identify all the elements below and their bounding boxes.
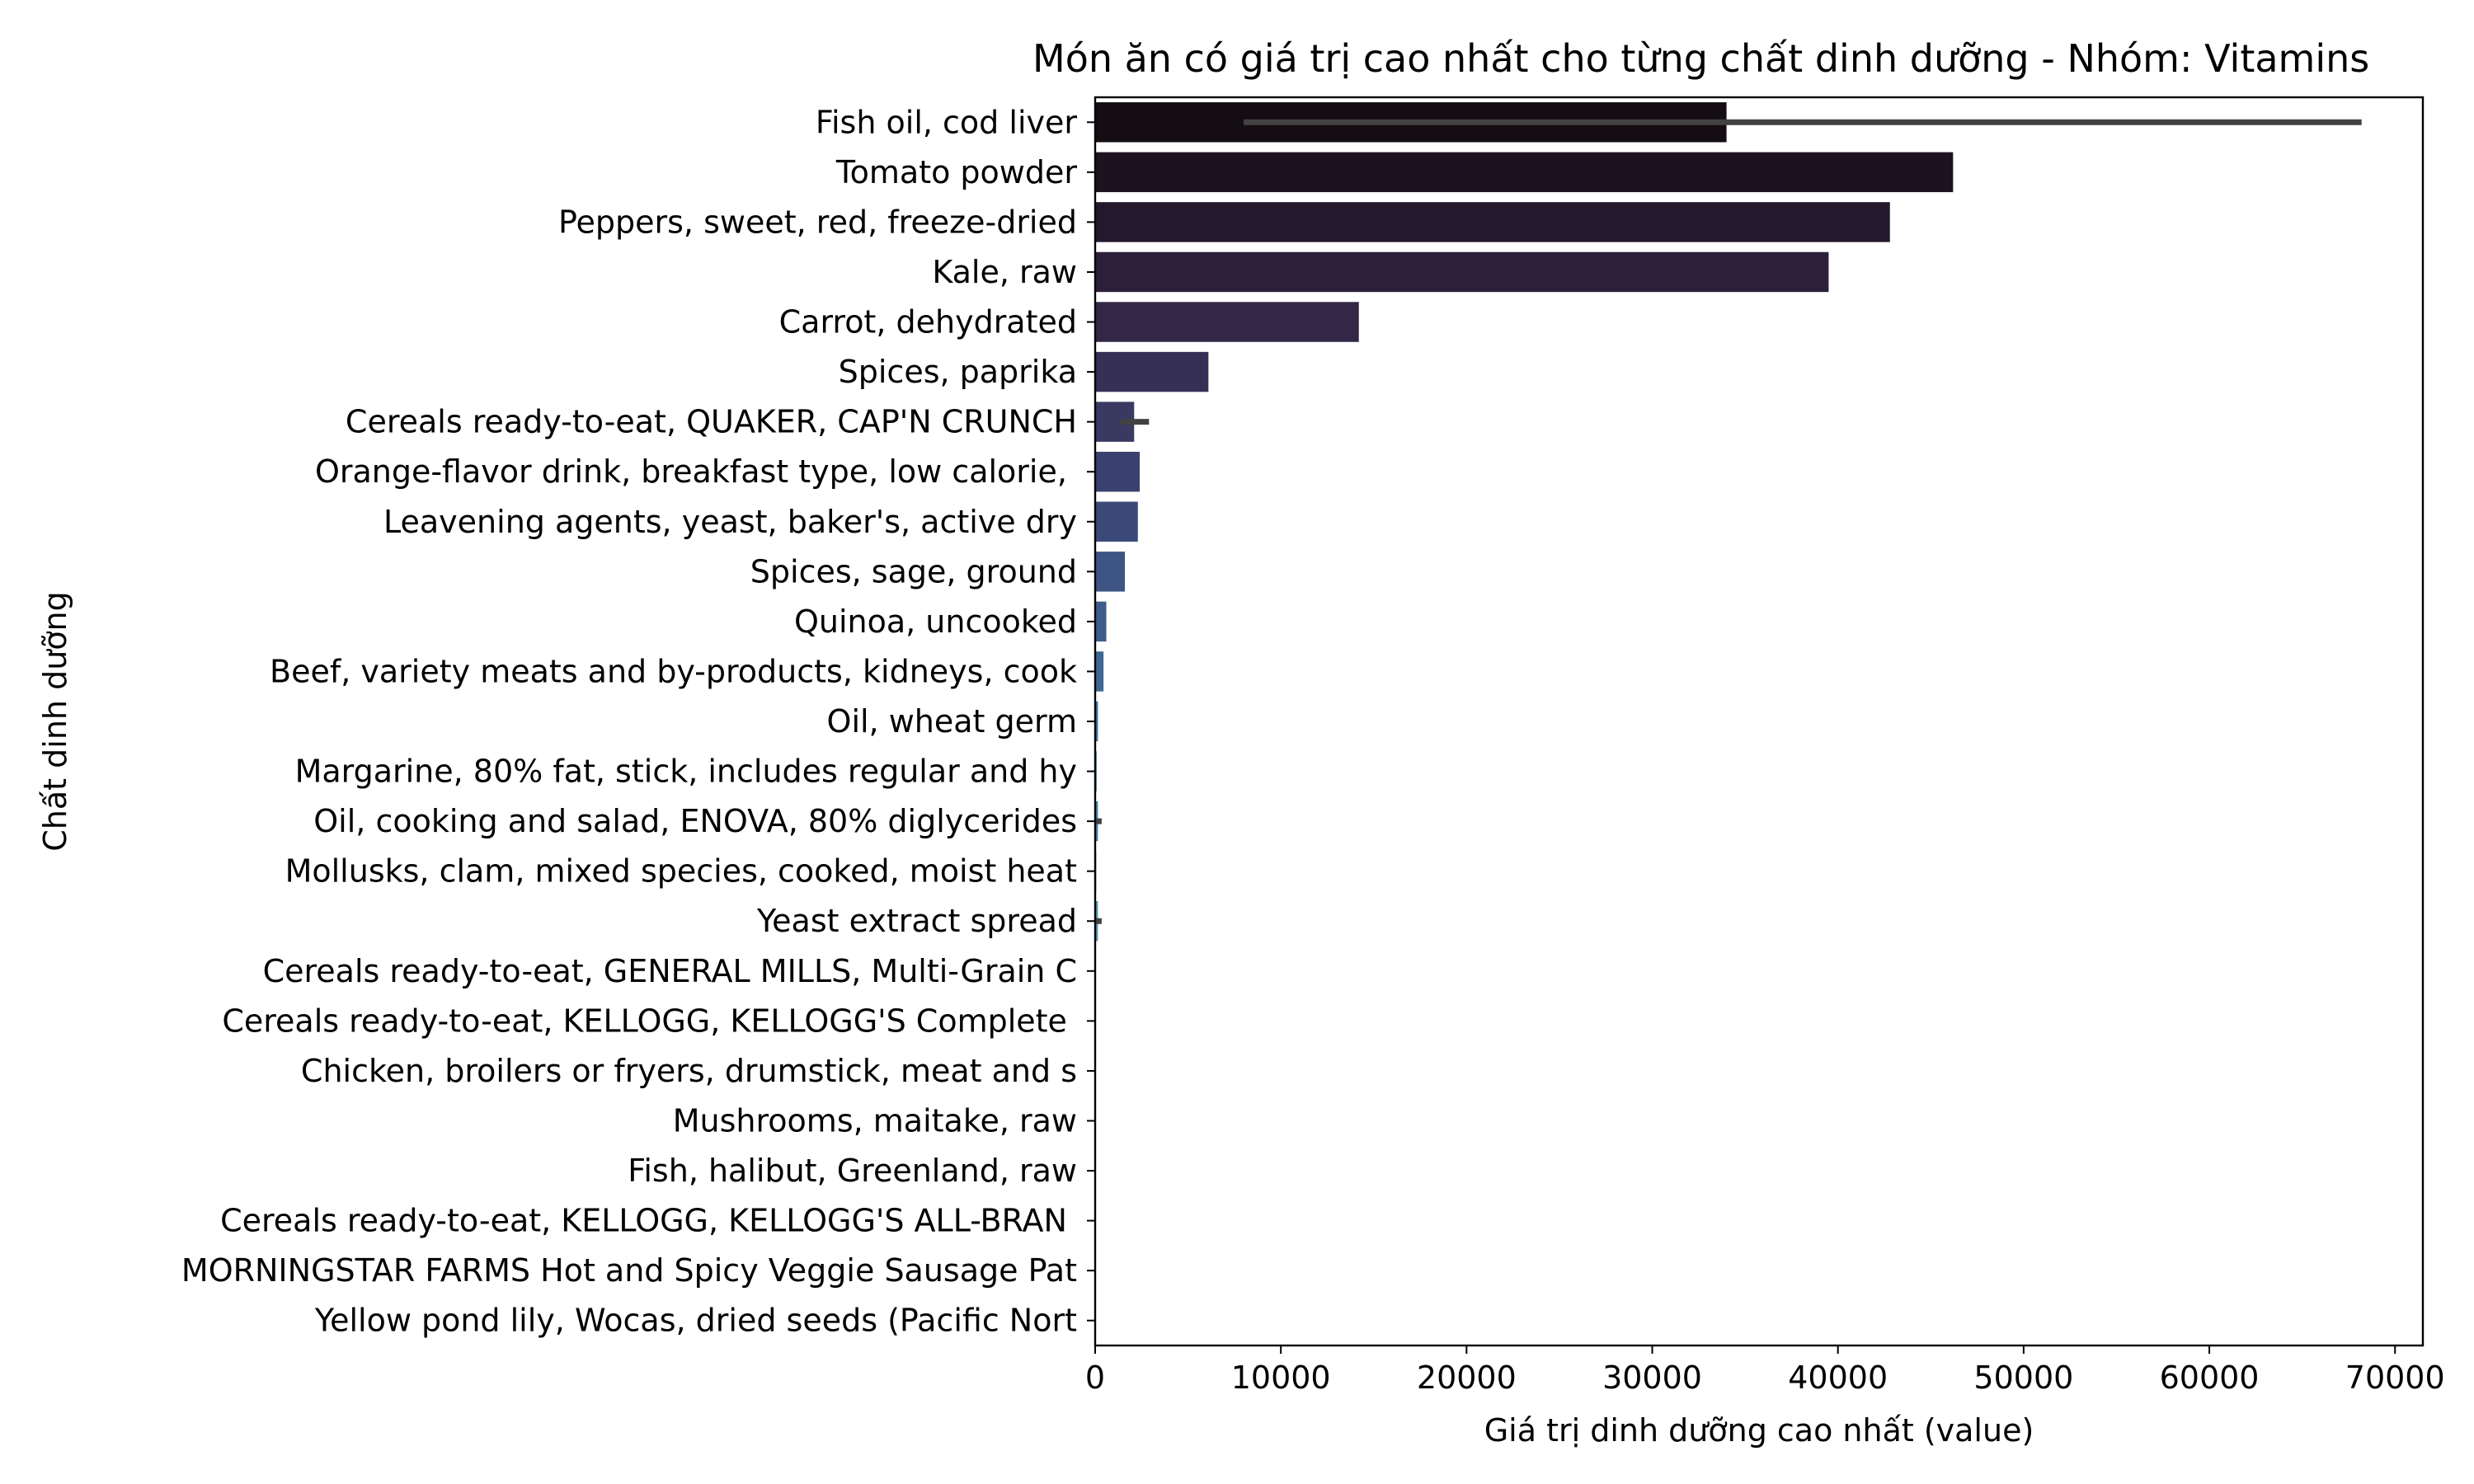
bars-group xyxy=(1095,102,1954,1341)
y-tick-label: Tomato powder xyxy=(835,154,1077,190)
bar xyxy=(1095,651,1104,692)
x-tick-label: 70000 xyxy=(2345,1360,2445,1396)
y-tick-label: Peppers, sweet, red, freeze-dried xyxy=(558,204,1077,240)
x-axis-label: Giá trị dinh dưỡng cao nhất (value) xyxy=(1484,1412,2034,1449)
bar xyxy=(1095,601,1107,642)
y-tick-label: Kale, raw xyxy=(932,254,1077,290)
chart-title: Món ăn có giá trị cao nhất cho từng chất… xyxy=(1032,36,2369,81)
x-tick-label: 0 xyxy=(1085,1360,1105,1396)
x-tick-label: 60000 xyxy=(2160,1360,2260,1396)
x-axis-ticks: 0 10000 20000 30000 40000 50000 60000 70000 xyxy=(1085,1345,2445,1396)
x-tick-label: 20000 xyxy=(1417,1360,1517,1396)
y-tick-label: Carrot, dehydrated xyxy=(779,304,1077,340)
y-tick-label: Beef, variety meats and by-products, kid… xyxy=(270,653,1077,689)
y-tick-label: Cereals ready-to-eat, GENERAL MILLS, Mul… xyxy=(263,953,1077,989)
y-tick-label: Mollusks, clam, mixed species, cooked, m… xyxy=(285,853,1077,890)
y-tick-label: Quinoa, uncooked xyxy=(794,603,1077,640)
bar xyxy=(1095,552,1126,592)
y-tick-label: Yeast extract spread xyxy=(756,903,1077,939)
y-tick-label: Spices, paprika xyxy=(839,354,1077,390)
x-tick-label: 30000 xyxy=(1602,1360,1702,1396)
y-tick-label: Cereals ready-to-eat, KELLOGG, KELLOGG'S… xyxy=(220,1203,1077,1239)
bar xyxy=(1095,701,1098,742)
y-tick-label: Orange-flavor drink, breakfast type, low… xyxy=(315,453,1077,490)
bar xyxy=(1095,501,1138,542)
y-tick-label: Spices, sage, ground xyxy=(750,553,1077,589)
y-tick-label: Leavening agents, yeast, baker's, active… xyxy=(383,504,1077,540)
y-tick-label: Oil, wheat germ xyxy=(827,703,1077,740)
x-tick-label: 50000 xyxy=(1973,1360,2073,1396)
bar xyxy=(1095,251,1829,293)
y-tick-label: Fish oil, cod liver xyxy=(816,104,1077,140)
y-axis-label: Chất dinh dưỡng xyxy=(37,591,73,851)
plot-frame xyxy=(1094,96,2425,1347)
x-tick-label: 40000 xyxy=(1788,1360,1888,1396)
bar xyxy=(1095,202,1890,242)
error-bars-group xyxy=(1096,119,2362,924)
bar xyxy=(1095,351,1209,392)
y-tick-label: Mushrooms, maitake, raw xyxy=(673,1102,1077,1139)
y-tick-label: Cereals ready-to-eat, KELLOGG, KELLOGG'S… xyxy=(222,1003,1077,1039)
y-tick-label: Margarine, 80% fat, stick, includes regu… xyxy=(295,754,1077,790)
y-tick-label: MORNINGSTAR FARMS Hot and Spicy Veggie S… xyxy=(181,1252,1077,1289)
y-tick-label: Fish, halibut, Greenland, raw xyxy=(628,1153,1077,1189)
bar xyxy=(1095,302,1359,342)
y-axis-ticks: Fish oil, cod liver Tomato powder Peppers,… xyxy=(181,104,1095,1339)
y-tick-label: Cereals ready-to-eat, QUAKER, CAP'N CRUN… xyxy=(346,404,1077,440)
y-tick-label: Yellow pond lily, Wocas, dried seeds (Pa… xyxy=(314,1303,1077,1339)
y-tick-label: Oil, cooking and salad, ENOVA, 80% digly… xyxy=(313,803,1077,839)
y-tick-label: Chicken, broilers or fryers, drumstick, … xyxy=(301,1053,1077,1089)
bar xyxy=(1095,451,1141,492)
bar xyxy=(1095,152,1954,193)
x-tick-label: 10000 xyxy=(1231,1360,1331,1396)
